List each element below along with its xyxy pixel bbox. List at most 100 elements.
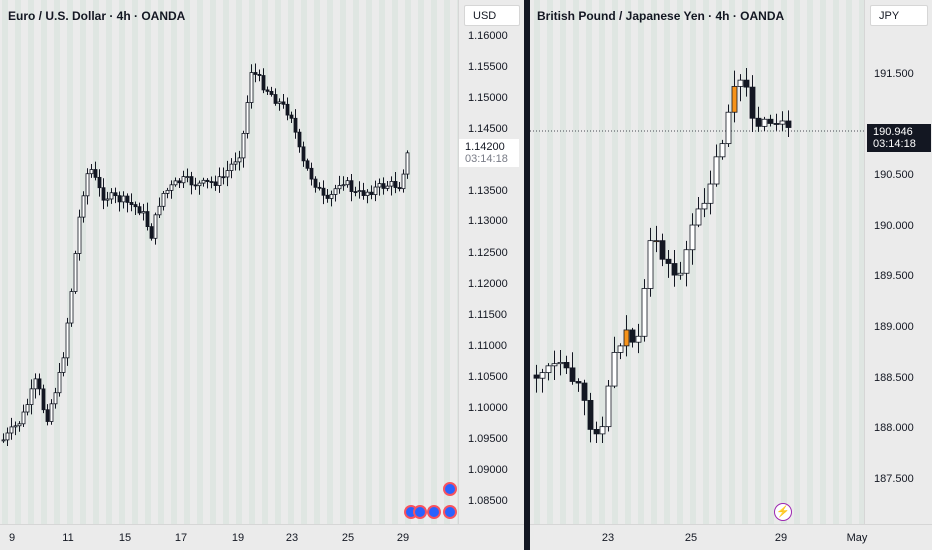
price-tick-label: 188.000	[874, 422, 914, 434]
candle-body	[141, 211, 146, 214]
gbpjpy-price-axis[interactable]: JPY 191.500 190.500 190.000 189.500 189.000 1…	[864, 0, 932, 524]
candle-body	[1, 439, 6, 442]
time-tick-label: 23	[285, 532, 299, 544]
session-band	[288, 0, 294, 524]
time-tick-label: 17	[174, 532, 188, 544]
candle-body	[539, 372, 546, 379]
candle-body	[333, 188, 338, 195]
candle-body	[33, 378, 38, 390]
candle-body	[273, 94, 278, 104]
session-band	[859, 0, 864, 524]
candle-body	[321, 187, 326, 196]
last-price-value: 1.14200	[465, 141, 505, 153]
candle-body	[605, 385, 612, 428]
session-band	[457, 0, 458, 524]
candle-body	[695, 208, 702, 226]
candle-body	[581, 382, 588, 401]
candle-body	[545, 365, 552, 374]
pane-divider[interactable]	[524, 0, 530, 550]
candle-body	[647, 240, 654, 289]
session-band	[223, 0, 229, 524]
candle-body	[261, 75, 266, 91]
session-band	[392, 0, 398, 524]
event-flag-icon[interactable]	[413, 505, 427, 519]
candle-body	[357, 190, 362, 193]
last-price-value: 190.946	[873, 126, 913, 138]
bar-countdown: 03:14:18	[873, 138, 916, 150]
candle-body	[133, 204, 138, 208]
currency-selector[interactable]: JPY	[870, 5, 928, 26]
session-band	[742, 0, 748, 524]
candle-body	[707, 183, 714, 204]
candle-body	[233, 161, 238, 165]
session-band	[158, 0, 164, 524]
gbpjpy-chart-pane[interactable]: British Pound / Japanese Yen · 4h · OAND…	[530, 0, 932, 550]
candle-body	[773, 123, 780, 125]
event-flag-icon[interactable]	[443, 505, 457, 519]
candle-body	[281, 101, 286, 105]
candle-body	[9, 426, 14, 434]
session-band	[534, 0, 540, 524]
session-band	[15, 0, 21, 524]
candle-body	[381, 183, 386, 189]
candle-body	[743, 79, 750, 88]
eurusd-candles[interactable]	[0, 0, 458, 524]
candle-body	[221, 176, 226, 179]
event-flag-icon[interactable]	[427, 505, 441, 519]
candle-body	[145, 211, 150, 228]
candle-body	[161, 193, 166, 207]
session-band	[405, 0, 411, 524]
session-band	[119, 0, 125, 524]
session-band	[560, 0, 566, 524]
gbpjpy-title: British Pound / Japanese Yen · 4h · OAND…	[537, 9, 785, 23]
gbpjpy-time-axis[interactable]: 23 25 29 May	[530, 524, 932, 550]
candle-body	[755, 117, 762, 127]
session-band	[171, 0, 177, 524]
candle-body	[557, 362, 564, 365]
time-tick-label: 23	[601, 532, 615, 544]
candle-body	[77, 216, 82, 254]
gbpjpy-candles[interactable]	[530, 0, 864, 524]
candle-body	[305, 160, 310, 169]
candle-body	[713, 156, 720, 185]
candle-body	[731, 86, 738, 113]
candle-body	[393, 181, 398, 188]
price-tick-label: 1.14500	[468, 123, 508, 135]
candle-body	[345, 180, 350, 186]
candle-body	[225, 170, 230, 178]
candle-body	[779, 120, 786, 125]
session-band	[301, 0, 307, 524]
session-band	[353, 0, 359, 524]
candle-body	[185, 176, 190, 178]
candle-body	[29, 388, 34, 406]
time-tick-label: 25	[684, 532, 698, 544]
candle-body	[401, 173, 406, 190]
candle-body	[169, 184, 174, 191]
event-flag-icon[interactable]	[443, 482, 457, 496]
eurusd-chart-pane[interactable]: Euro / U.S. Dollar · 4h · OANDA USD 1.16…	[0, 0, 524, 550]
candle-body	[575, 381, 582, 384]
session-band	[755, 0, 761, 524]
currency-selector[interactable]: USD	[464, 5, 520, 26]
session-band	[418, 0, 424, 524]
candle-body	[213, 181, 218, 186]
lightning-icon[interactable]: ⚡	[774, 503, 792, 521]
candle-body	[129, 202, 134, 205]
candle-body	[109, 192, 114, 200]
candle-body	[65, 322, 70, 359]
eurusd-time-axis[interactable]: 9 11 15 17 19 23 25 29	[0, 524, 524, 550]
candle-body	[297, 131, 302, 148]
session-band	[612, 0, 618, 524]
candle-body	[81, 195, 86, 218]
candle-body	[13, 425, 18, 428]
price-tick-label: 1.13500	[468, 185, 508, 197]
candle-body	[189, 176, 194, 186]
candle-body	[201, 179, 206, 184]
eurusd-price-axis[interactable]: USD 1.16000 1.15500 1.15000 1.14500 1.13500 1…	[458, 0, 524, 524]
candle-body	[701, 202, 708, 210]
session-band	[768, 0, 774, 524]
candle-body	[277, 101, 282, 104]
candle-body	[785, 120, 792, 128]
session-band	[314, 0, 320, 524]
candle-body	[173, 180, 178, 186]
